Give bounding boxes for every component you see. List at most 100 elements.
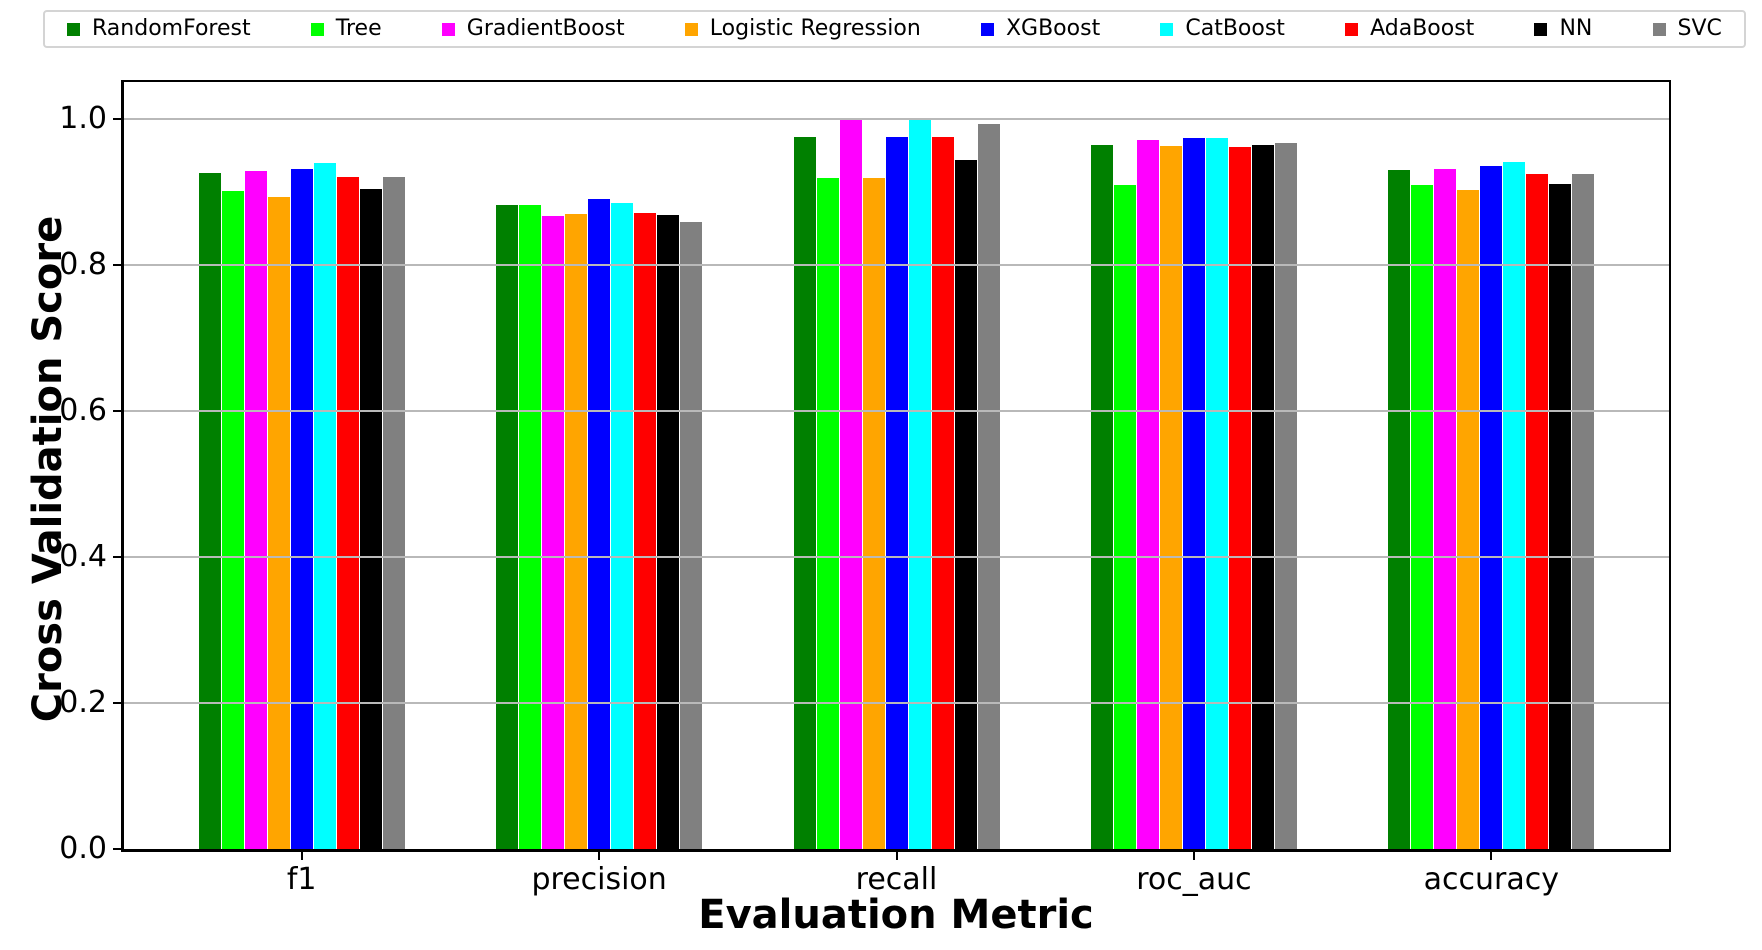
bar-nn-roc_auc [1251, 144, 1274, 849]
gridline [124, 701, 1669, 704]
bar-gradientboost-recall [839, 120, 862, 849]
bar-randomforest-f1 [198, 172, 221, 849]
legend-label: GradientBoost [466, 16, 625, 41]
bar-adaboost-precision [634, 212, 657, 849]
bar-gradientboost-accuracy [1434, 168, 1457, 849]
bar-logistic-regression-roc_auc [1159, 145, 1182, 849]
gridline [124, 117, 1669, 120]
legend-swatch-icon [980, 22, 994, 36]
bar-group-precision: precision [450, 82, 747, 895]
y-tick-label: 0.6 [59, 392, 107, 428]
legend-swatch-icon [1345, 22, 1359, 36]
bar-tree-roc_auc [1113, 185, 1136, 849]
bar-svc-f1 [382, 176, 405, 849]
bar-group-accuracy: accuracy [1343, 82, 1640, 895]
bar-randomforest-precision [496, 204, 519, 849]
bar-nn-f1 [359, 189, 382, 849]
x-tick-mark [1192, 849, 1195, 860]
bar-tree-precision [519, 204, 542, 849]
bar-catboost-roc_auc [1205, 138, 1228, 849]
gridline [124, 409, 1669, 412]
gridline [124, 263, 1669, 266]
bar-xgboost-f1 [290, 168, 313, 849]
bar-svc-roc_auc [1274, 143, 1297, 849]
bar-adaboost-roc_auc [1228, 147, 1251, 849]
y-tick-mark [113, 701, 124, 704]
bar-xgboost-recall [885, 136, 908, 849]
legend-label: Tree [335, 16, 382, 41]
bar-nn-recall [954, 160, 977, 849]
y-tick-label: 0.0 [59, 831, 107, 866]
y-tick-label: 0.4 [59, 538, 107, 574]
bar-tree-recall [816, 177, 839, 849]
bar-catboost-f1 [313, 163, 336, 849]
legend-label: AdaBoost [1370, 16, 1475, 41]
y-axis-title: Cross Validation Score [25, 215, 71, 723]
bar-gradientboost-roc_auc [1136, 140, 1159, 849]
legend-swatch-icon [1652, 22, 1666, 36]
y-tick-mark [113, 848, 124, 850]
x-tick-mark [598, 849, 601, 860]
y-tick-label: 0.8 [59, 246, 107, 282]
bar-logistic-regression-recall [862, 177, 885, 849]
bar-group-f1: f1 [153, 82, 450, 895]
bar-xgboost-precision [588, 198, 611, 849]
y-tick-mark [113, 409, 124, 412]
y-tick-mark [113, 555, 124, 558]
bar-group-roc_auc: roc_auc [1045, 82, 1342, 895]
x-tick-mark [895, 849, 898, 860]
x-tick-label-f1: f1 [286, 862, 317, 897]
bar-svc-precision [680, 221, 703, 849]
x-tick-label-precision: precision [531, 862, 667, 897]
legend-item: Tree [310, 16, 382, 41]
bar-gradientboost-f1 [244, 171, 267, 849]
legend: RandomForest Tree GradientBoost Logistic Re… [43, 10, 1746, 48]
legend-item: AdaBoost [1345, 18, 1474, 40]
legend-item: RandomForest [67, 18, 251, 40]
x-tick-label-accuracy: accuracy [1423, 862, 1559, 897]
bar-catboost-recall [908, 119, 931, 849]
bars-layer: f1 precision recall roc_auc accuracy [124, 82, 1669, 895]
y-tick-label: 0.2 [59, 684, 107, 720]
x-axis-title: Evaluation Metric [698, 892, 1094, 938]
bar-nn-accuracy [1549, 184, 1572, 849]
bar-adaboost-accuracy [1526, 174, 1549, 849]
legend-swatch-icon [684, 22, 698, 36]
legend-item: Logistic Regression [684, 16, 921, 41]
legend-swatch-icon [1160, 22, 1174, 36]
bar-catboost-precision [611, 202, 634, 849]
bar-randomforest-recall [793, 136, 816, 849]
legend-item: CatBoost [1160, 18, 1285, 40]
bar-tree-f1 [221, 190, 244, 849]
plot-area: f1 precision recall roc_auc accuracy 0.0 0.2 0… [59, 80, 1671, 895]
bar-adaboost-recall [931, 136, 954, 849]
y-tick-mark [113, 117, 124, 120]
legend-item: SVC [1652, 16, 1722, 41]
gridline [124, 555, 1669, 558]
x-tick-mark [1490, 849, 1493, 860]
bar-tree-accuracy [1411, 185, 1434, 849]
y-tick-label: 1.0 [59, 100, 107, 136]
legend-label: NN [1559, 16, 1593, 41]
legend-swatch-icon [310, 22, 324, 36]
bar-randomforest-roc_auc [1090, 144, 1113, 849]
bar-logistic-regression-f1 [267, 197, 290, 849]
legend-item: GradientBoost [441, 16, 625, 41]
bar-xgboost-roc_auc [1182, 138, 1205, 849]
legend-label: Logistic Regression [709, 16, 921, 41]
plot-inner: f1 precision recall roc_auc accuracy 0.0 0.2 0… [59, 82, 1669, 895]
legend-swatch-icon [441, 22, 455, 36]
legend-item: NN [1534, 18, 1592, 40]
x-tick-label-recall: recall [855, 862, 938, 897]
legend-label: XGBoost [1005, 16, 1101, 41]
legend-label: CatBoost [1185, 16, 1285, 41]
bar-catboost-accuracy [1503, 161, 1526, 849]
bar-nn-precision [657, 214, 680, 849]
x-tick-mark [300, 849, 303, 860]
bar-randomforest-accuracy [1388, 170, 1411, 849]
bar-gradientboost-precision [542, 215, 565, 849]
bar-group-recall: recall [748, 82, 1045, 895]
legend-label: SVC [1677, 16, 1722, 41]
bar-svc-accuracy [1572, 174, 1595, 849]
